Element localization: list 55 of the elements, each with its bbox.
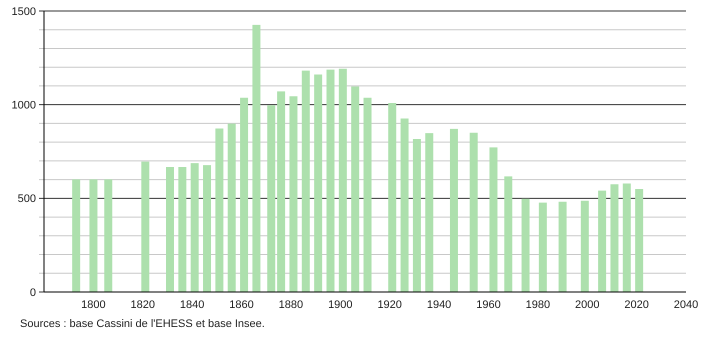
x-tick-label: 1820	[130, 298, 156, 311]
x-tick-label: 1840	[180, 298, 204, 311]
bar	[302, 70, 310, 292]
y-tick-label: 1500	[12, 6, 36, 18]
x-tick-label: 1880	[278, 298, 304, 311]
bar	[314, 74, 322, 292]
y-tick-label: 0	[30, 286, 36, 299]
bar	[622, 184, 631, 292]
x-tick-label: 1800	[81, 298, 106, 311]
x-tick-label: 1940	[426, 298, 452, 311]
bar	[203, 165, 212, 292]
y-tick-label: 1000	[12, 100, 36, 112]
bar	[215, 128, 224, 292]
bar	[252, 24, 260, 292]
bar	[89, 179, 98, 292]
bar	[166, 167, 174, 292]
bar	[141, 162, 150, 292]
x-tick-label: 1960	[476, 298, 501, 311]
bar	[190, 163, 199, 292]
bar	[610, 184, 618, 292]
bar	[470, 132, 478, 292]
bar	[277, 91, 286, 292]
bar	[400, 118, 409, 292]
bar	[326, 70, 334, 292]
x-tick-label: 2020	[624, 298, 649, 311]
bar	[425, 133, 434, 292]
y-tick-label: 500	[18, 193, 36, 206]
bar	[412, 138, 421, 292]
bar	[558, 202, 567, 292]
bar	[580, 200, 589, 292]
bar	[364, 98, 372, 292]
bar	[178, 167, 186, 292]
bar	[338, 68, 347, 292]
bar	[598, 190, 606, 292]
bar	[267, 105, 276, 292]
bar	[351, 86, 360, 292]
x-tick-label: 1980	[526, 298, 550, 311]
bar	[104, 179, 112, 292]
bar	[450, 128, 458, 292]
x-tick-label: 1900	[328, 298, 353, 311]
bar	[240, 98, 248, 292]
bar	[538, 202, 547, 292]
x-tick-label: 1860	[229, 298, 254, 311]
bar	[504, 176, 512, 292]
source-note: Sources : base Cassini de l'EHESS et base Insee.	[20, 318, 266, 330]
bar	[228, 124, 236, 292]
x-tick-label: 2000	[574, 298, 600, 311]
bar	[489, 147, 498, 292]
x-tick-label: 2040	[674, 298, 698, 311]
x-tick-label: 1920	[377, 298, 402, 311]
bar	[635, 188, 644, 292]
bar	[289, 96, 298, 292]
bar	[72, 179, 80, 292]
bar	[388, 102, 396, 292]
bar	[522, 198, 530, 292]
